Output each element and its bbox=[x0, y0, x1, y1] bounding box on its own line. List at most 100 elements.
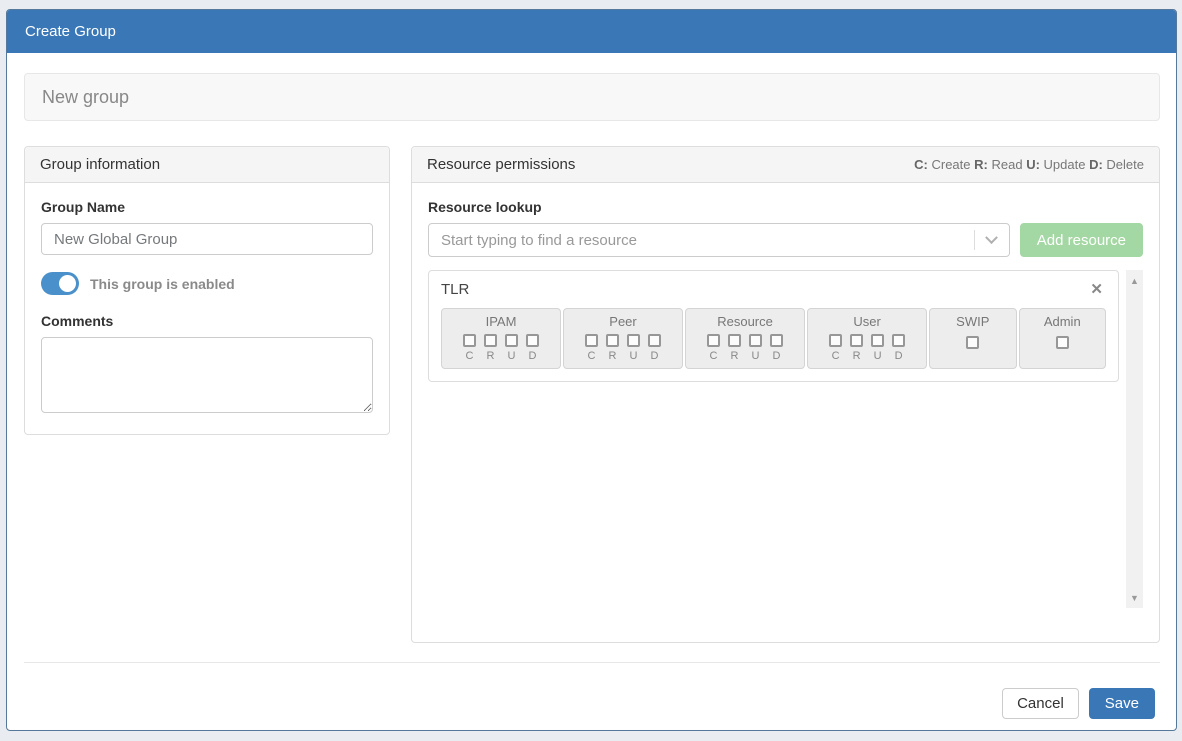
perm-group-user: User C R bbox=[807, 308, 928, 369]
footer-divider bbox=[24, 662, 1160, 663]
checkbox-user-r[interactable] bbox=[850, 334, 864, 347]
perm-group-ipam: IPAM C R bbox=[441, 308, 562, 369]
perm-group-title: Peer bbox=[609, 314, 637, 329]
perm-letter: U bbox=[507, 350, 516, 362]
perm-col: U bbox=[749, 334, 763, 362]
checkbox-swip[interactable] bbox=[966, 336, 980, 349]
resource-item-tlr: TLR ✕ IPAM C bbox=[428, 270, 1119, 382]
perm-letter: U bbox=[629, 350, 638, 362]
checkbox-peer-r[interactable] bbox=[606, 334, 620, 347]
resource-permissions-title: Resource permissions bbox=[427, 156, 576, 173]
checkbox-resource-c[interactable] bbox=[707, 334, 721, 347]
resource-lookup-input[interactable]: Start typing to find a resource bbox=[428, 223, 1010, 257]
perm-group-admin: Admin bbox=[1018, 308, 1106, 369]
perm-col: D bbox=[526, 334, 539, 362]
perm-group-swip: SWIP bbox=[929, 308, 1017, 369]
resource-lookup-label: Resource lookup bbox=[428, 199, 542, 215]
checkbox-peer-c[interactable] bbox=[585, 334, 599, 347]
perm-col: D bbox=[648, 334, 662, 362]
legend-label-delete: Delete bbox=[1106, 157, 1144, 172]
modal-header: Create Group bbox=[7, 10, 1176, 53]
legend-key-r: R: bbox=[974, 157, 988, 172]
legend-key-u: U: bbox=[1026, 157, 1040, 172]
perm-group-resource: Resource C R bbox=[685, 308, 806, 369]
perm-col: U bbox=[627, 334, 641, 362]
group-title-box: New group bbox=[24, 73, 1160, 121]
perm-col: R bbox=[606, 334, 620, 362]
perm-letter: U bbox=[873, 350, 882, 362]
perm-checks bbox=[1024, 334, 1101, 349]
perm-col: C bbox=[463, 334, 476, 362]
perm-col: C bbox=[829, 334, 843, 362]
checkbox-user-d[interactable] bbox=[892, 334, 906, 347]
perm-letter: C bbox=[465, 350, 474, 362]
vertical-scrollbar[interactable]: ▲ ▼ bbox=[1126, 270, 1143, 608]
checkbox-ipam-u[interactable] bbox=[505, 334, 518, 347]
perm-checks: C R U bbox=[690, 334, 800, 362]
comments-label: Comments bbox=[41, 313, 114, 329]
perm-group-title: Admin bbox=[1043, 314, 1081, 329]
perm-letter: D bbox=[894, 350, 903, 362]
add-resource-button[interactable]: Add resource bbox=[1019, 223, 1143, 257]
perm-group-peer: Peer C R bbox=[563, 308, 684, 369]
resource-permissions-body: Resource lookup Start typing to find a r… bbox=[412, 183, 1159, 642]
legend-key-c: C: bbox=[914, 157, 928, 172]
group-information-body: Group Name This group is enabled Comment… bbox=[25, 183, 389, 434]
perm-letter: R bbox=[852, 350, 861, 362]
chevron-down-icon bbox=[985, 230, 999, 244]
checkbox-user-c[interactable] bbox=[829, 334, 843, 347]
perm-group-title: User bbox=[853, 314, 881, 329]
enabled-toggle-row: This group is enabled bbox=[41, 272, 373, 295]
perm-col: D bbox=[770, 334, 784, 362]
perm-col: R bbox=[850, 334, 864, 362]
perm-letter: C bbox=[587, 350, 596, 362]
select-divider bbox=[973, 230, 975, 250]
checkbox-peer-d[interactable] bbox=[648, 334, 662, 347]
group-information-header: Group information bbox=[25, 147, 389, 183]
perm-checks: C R U bbox=[568, 334, 678, 362]
lookup-dropdown-button[interactable] bbox=[975, 230, 1009, 245]
checkbox-ipam-c[interactable] bbox=[463, 334, 476, 347]
perm-group-title: Resource bbox=[717, 314, 773, 329]
perm-checks: C R U bbox=[812, 334, 922, 362]
comments-textarea[interactable] bbox=[41, 337, 373, 413]
scroll-down-icon[interactable]: ▼ bbox=[1130, 592, 1139, 603]
perm-col: R bbox=[484, 334, 497, 362]
checkbox-resource-r[interactable] bbox=[728, 334, 742, 347]
legend-label-create: Create bbox=[931, 157, 971, 172]
resource-permissions-panel: Resource permissions C: Create R: Read U… bbox=[411, 146, 1160, 643]
perm-letter: R bbox=[486, 350, 495, 362]
perm-letter: D bbox=[772, 350, 781, 362]
cancel-button[interactable]: Cancel bbox=[1002, 688, 1079, 719]
checkbox-user-u[interactable] bbox=[871, 334, 885, 347]
crud-legend: C: Create R: Read U: Update D: Delete bbox=[914, 157, 1144, 172]
resource-list-viewport: TLR ✕ IPAM C bbox=[428, 270, 1143, 608]
resource-permissions-header: Resource permissions C: Create R: Read U… bbox=[412, 147, 1159, 183]
scroll-up-icon[interactable]: ▲ bbox=[1130, 275, 1139, 286]
resource-lookup-row: Start typing to find a resource Add reso… bbox=[428, 223, 1143, 257]
legend-label-read: Read bbox=[991, 157, 1023, 172]
perm-col: D bbox=[892, 334, 906, 362]
checkbox-peer-u[interactable] bbox=[627, 334, 641, 347]
modal-body: Group information Group Name This group … bbox=[24, 146, 1160, 643]
perm-col: U bbox=[871, 334, 885, 362]
resource-item-header: TLR ✕ bbox=[441, 280, 1106, 299]
checkbox-ipam-d[interactable] bbox=[526, 334, 539, 347]
checkbox-ipam-r[interactable] bbox=[484, 334, 497, 347]
perm-letter: D bbox=[650, 350, 659, 362]
perm-col: C bbox=[707, 334, 721, 362]
close-icon[interactable]: ✕ bbox=[1090, 281, 1103, 298]
group-name-label: Group Name bbox=[41, 199, 126, 215]
group-information-title: Group information bbox=[40, 156, 161, 173]
checkbox-resource-u[interactable] bbox=[749, 334, 763, 347]
create-group-modal: Create Group New group Group information… bbox=[6, 9, 1177, 731]
checkbox-resource-d[interactable] bbox=[770, 334, 784, 347]
perm-col: U bbox=[505, 334, 518, 362]
modal-footer: Cancel Save bbox=[7, 663, 1176, 719]
perm-checks: C R U bbox=[446, 334, 556, 362]
checkbox-admin[interactable] bbox=[1055, 336, 1069, 349]
group-enabled-toggle[interactable] bbox=[41, 272, 79, 295]
group-name-input[interactable] bbox=[41, 223, 373, 255]
toggle-knob bbox=[59, 275, 76, 292]
save-button[interactable]: Save bbox=[1088, 688, 1155, 719]
